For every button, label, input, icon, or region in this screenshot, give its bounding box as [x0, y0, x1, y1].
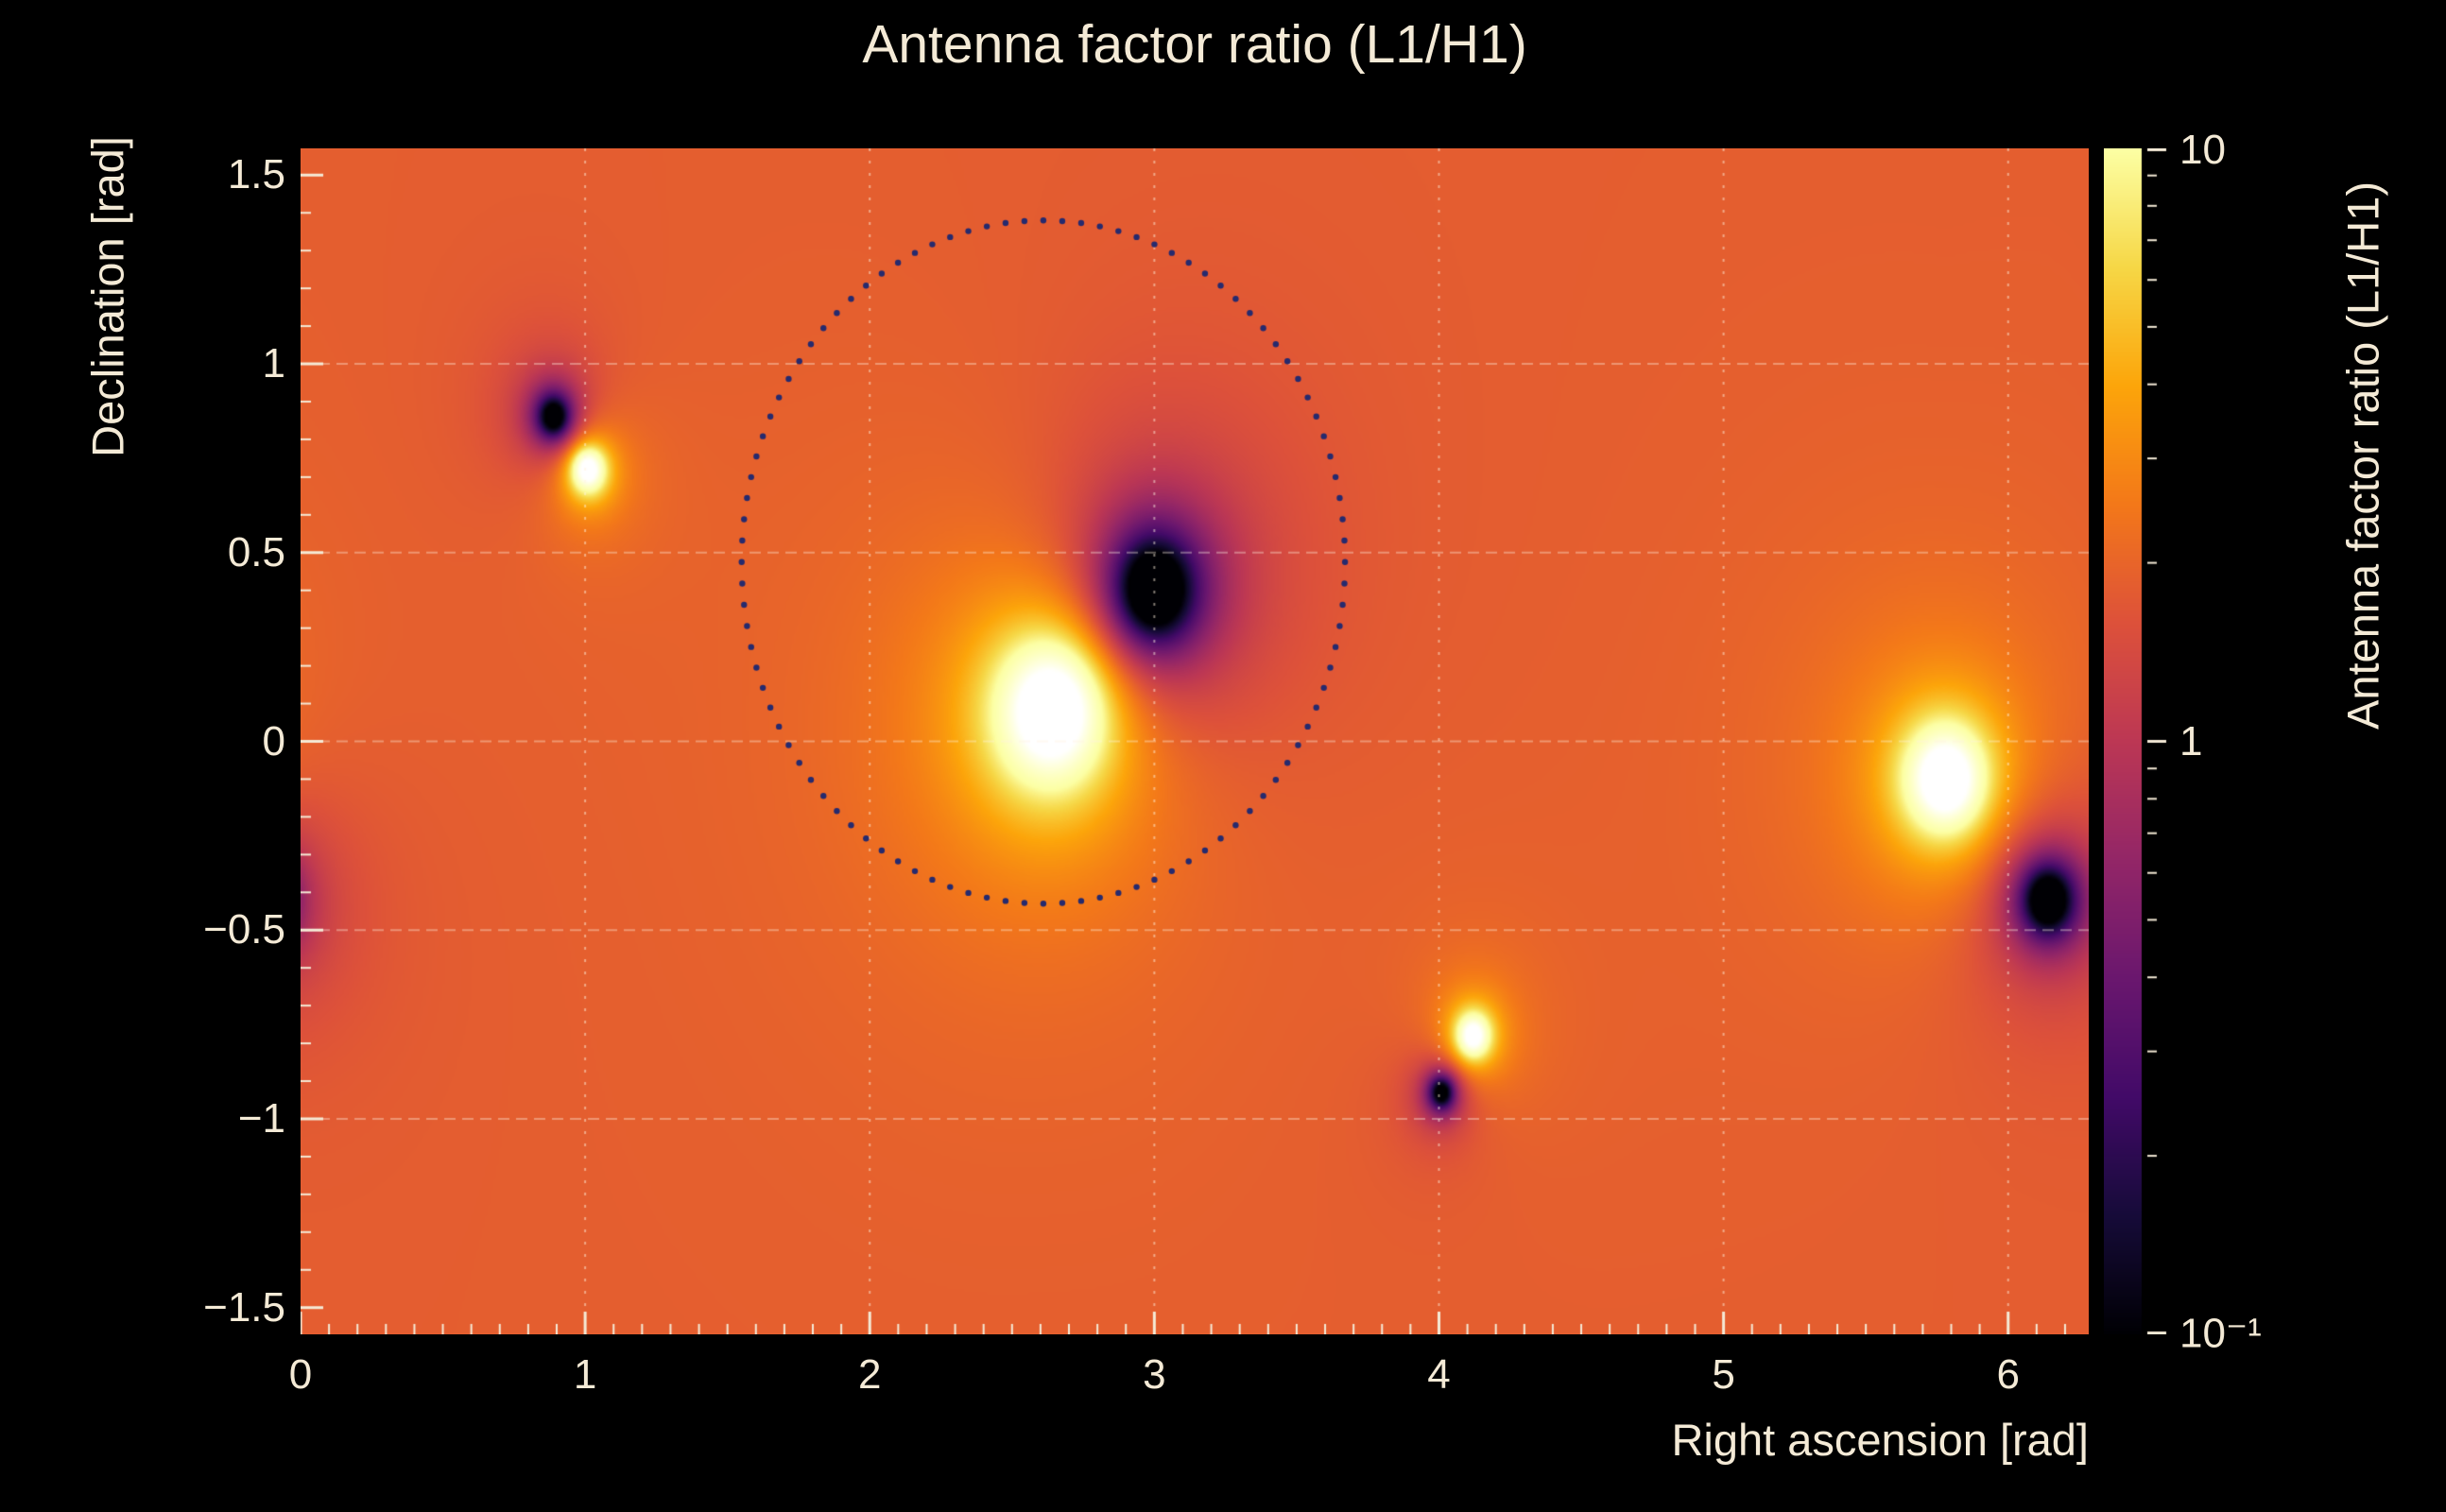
x-axis-title: Right ascension [rad]: [1671, 1415, 2089, 1465]
colorbar-gradient: [2104, 148, 2168, 1334]
x-tick-label: 4: [1427, 1351, 1451, 1398]
chart-title: Antenna factor ratio (L1/H1): [862, 14, 1527, 75]
y-tick-label: 1.5: [227, 151, 285, 198]
y-tick-label: 1: [262, 340, 285, 387]
y-tick-label: −0.5: [203, 906, 285, 954]
x-tick-label: 5: [1712, 1351, 1735, 1398]
x-tick-label: 2: [857, 1351, 882, 1398]
y-tick-label: 0: [262, 717, 285, 765]
x-tick-label: 3: [1143, 1351, 1166, 1398]
colorbar-title: Antenna factor ratio (L1/H1): [2337, 181, 2388, 730]
y-tick-label: −1: [237, 1094, 285, 1142]
x-tick-label: 0: [288, 1351, 313, 1398]
x-tick-label: 1: [573, 1351, 597, 1398]
y-tick-label: −1.5: [203, 1283, 285, 1331]
colorbar-tick-label: 1: [2179, 717, 2203, 765]
colorbar-tick-label: 10: [2179, 126, 2226, 173]
x-tick-label: 6: [1996, 1351, 2020, 1398]
y-axis-title: Declination [rad]: [82, 136, 133, 457]
y-tick-label: 0.5: [227, 528, 285, 576]
heatmap-canvas: [301, 148, 2089, 1334]
colorbar-tick-label: 10⁻¹: [2179, 1310, 2262, 1356]
